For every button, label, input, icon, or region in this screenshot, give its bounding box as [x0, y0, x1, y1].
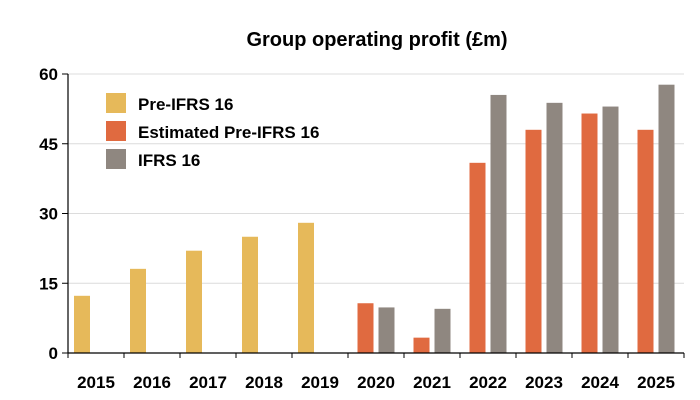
- x-tick-label: 2017: [189, 373, 227, 392]
- bar-pre-ifrs-16-2019: [298, 222, 314, 353]
- bar-estimated-pre-ifrs-16-2021: [413, 337, 430, 353]
- bar-estimated-pre-ifrs-16-2022: [469, 162, 486, 353]
- legend-label: Estimated Pre-IFRS 16: [138, 123, 319, 142]
- bar-ifrs-16-2024: [602, 106, 619, 353]
- y-tick-label: 15: [39, 274, 58, 293]
- legend-label: IFRS 16: [138, 151, 200, 170]
- x-tick-label: 2016: [133, 373, 171, 392]
- bar-ifrs-16-2020: [378, 307, 395, 353]
- bar-ifrs-16-2023: [546, 102, 563, 353]
- legend-label: Pre-IFRS 16: [138, 95, 233, 114]
- gridlines: [68, 73, 684, 284]
- bar-pre-ifrs-16-2018: [242, 236, 258, 353]
- x-tick-label: 2023: [525, 373, 563, 392]
- x-tick-label: 2015: [77, 373, 115, 392]
- bar-pre-ifrs-16-2015: [74, 295, 90, 353]
- legend: Pre-IFRS 16 Estimated Pre-IFRS 16 IFRS 16: [106, 93, 319, 170]
- bar-ifrs-16-2025: [658, 84, 675, 353]
- chart-title: Group operating profit (£m): [246, 29, 507, 51]
- x-axis-ticks: 2015 2016 2017 2018 2019 2020 2021 2022 2023 2024…: [77, 373, 675, 392]
- bars: [74, 84, 675, 354]
- bar-estimated-pre-ifrs-16-2024: [581, 113, 598, 354]
- y-tick-label: 60: [39, 65, 58, 84]
- x-tick-label: 2019: [301, 373, 339, 392]
- x-tick-label: 2018: [245, 373, 283, 392]
- legend-swatch: [106, 149, 126, 169]
- bar-ifrs-16-2022: [490, 94, 507, 354]
- bar-estimated-pre-ifrs-16-2023: [525, 129, 542, 353]
- y-tick-label: 45: [39, 135, 58, 154]
- x-tick-label: 2021: [413, 373, 451, 392]
- axes: [62, 73, 685, 358]
- bar-pre-ifrs-16-2016: [130, 268, 146, 353]
- bar-ifrs-16-2021: [434, 308, 451, 353]
- bar-estimated-pre-ifrs-16-2020: [357, 303, 374, 353]
- bar-estimated-pre-ifrs-16-2025: [637, 129, 654, 353]
- x-tick-label: 2025: [637, 373, 675, 392]
- y-axis-ticks: 0 15 30 45 60: [39, 65, 58, 363]
- x-tick-label: 2020: [357, 373, 395, 392]
- legend-swatch: [106, 121, 126, 141]
- legend-swatch: [106, 93, 126, 113]
- x-tick-label: 2024: [581, 373, 619, 392]
- bar-pre-ifrs-16-2017: [186, 250, 202, 353]
- x-tick-label: 2022: [469, 373, 507, 392]
- y-tick-label: 0: [49, 344, 58, 363]
- y-tick-label: 30: [39, 205, 58, 224]
